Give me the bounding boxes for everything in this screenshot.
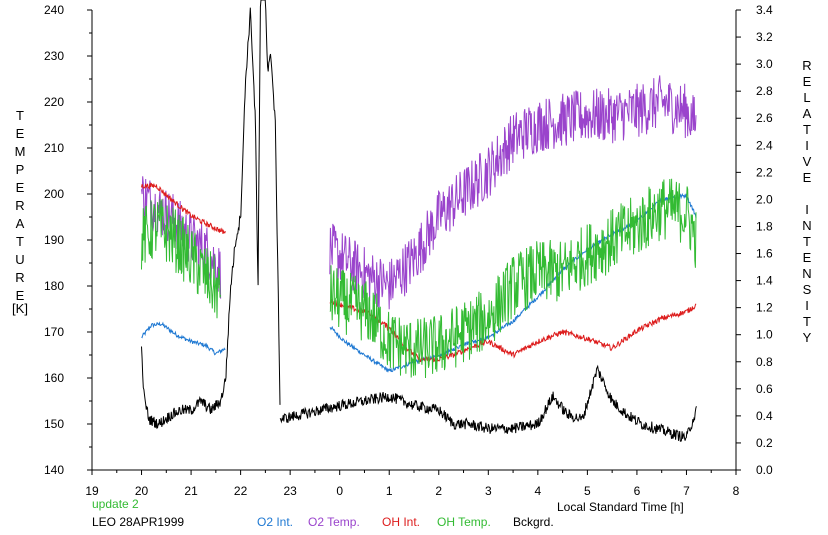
x-tick-label: 22 — [234, 484, 248, 498]
right-label-letter: I — [805, 298, 809, 313]
left-tick-label: 160 — [44, 371, 64, 385]
right-label-letter: E — [803, 170, 812, 185]
x-tick-label: 6 — [634, 484, 641, 498]
x-tick-label: 20 — [135, 484, 149, 498]
right-label-letter: T — [803, 234, 811, 249]
series-layer — [141, 0, 697, 442]
series-line-o2-temp-seg1 — [329, 75, 697, 310]
left-tick-label: 210 — [44, 141, 64, 155]
right-label-letter: I — [805, 202, 809, 217]
left-label-unit: [K] — [12, 301, 28, 316]
legend-o2-temp: O2 Temp. — [308, 515, 360, 529]
right-y-axis: 0.0 0.2 0.4 0.6 0.8 1.0 1.2 1.4 1.6 1.8 2.0 2.2 2.4 2… — [735, 3, 773, 477]
x-tick-label: 1 — [386, 484, 393, 498]
left-label-letter: M — [15, 144, 26, 159]
right-tick-label: 1.8 — [756, 219, 773, 233]
right-tick-label: 2.6 — [756, 111, 773, 125]
x-tick-label: 5 — [584, 484, 591, 498]
right-label-letter: N — [802, 218, 811, 233]
legend-o2-int: O2 Int. — [257, 515, 293, 529]
x-tick-label: 23 — [283, 484, 297, 498]
x-tick-label: 3 — [485, 484, 492, 498]
right-label-letter: V — [803, 154, 812, 169]
right-label-letter: R — [802, 58, 811, 73]
right-tick-label: 0.2 — [756, 436, 773, 450]
left-tick-label: 200 — [44, 187, 64, 201]
right-tick-label: 2.8 — [756, 84, 773, 98]
right-tick-label: 1.6 — [756, 247, 773, 261]
station-date-label: LEO 28APR1999 — [92, 515, 184, 529]
left-tick-label: 240 — [44, 3, 64, 17]
right-tick-label: 2.2 — [756, 165, 773, 179]
series-line-oh-temp-seg1 — [329, 178, 697, 379]
right-tick-label: 0.8 — [756, 355, 773, 369]
right-tick-label: 0.4 — [756, 409, 773, 423]
legend: O2 Int. O2 Temp. OH Int. OH Temp. Bckgrd… — [257, 515, 554, 529]
right-tick-label: 0.0 — [756, 463, 773, 477]
left-label-letter: R — [15, 270, 24, 285]
left-tick-label: 180 — [44, 279, 64, 293]
x-tick-label: 21 — [184, 484, 198, 498]
x-tick-label: 7 — [683, 484, 690, 498]
left-tick-label: 150 — [44, 417, 64, 431]
x-tick-label: 8 — [733, 484, 740, 498]
right-label-letter: I — [805, 138, 809, 153]
right-label-letter: A — [803, 106, 812, 121]
right-tick-label: 1.4 — [756, 274, 773, 288]
right-label-letter: N — [802, 266, 811, 281]
left-label-letter: T — [16, 234, 24, 249]
series-line-bckgrd-seg1 — [279, 364, 697, 442]
left-tick-label: 220 — [44, 95, 64, 109]
right-label-letter: E — [803, 250, 812, 265]
legend-oh-temp: OH Temp. — [437, 515, 491, 529]
right-label-letter: E — [803, 74, 812, 89]
right-label-letter: Y — [803, 330, 812, 345]
x-tick-label: 0 — [336, 484, 343, 498]
right-label-letter: T — [803, 314, 811, 329]
series-line-oh-int-seg0 — [141, 182, 226, 235]
annotation-update: update 2 — [92, 497, 139, 511]
left-label-letter: E — [16, 126, 25, 141]
left-tick-label: 230 — [44, 49, 64, 63]
left-tick-label: 170 — [44, 325, 64, 339]
left-y-axis: 140 150 160 170 180 190 200 210 220 230 240 — [44, 3, 93, 477]
series-line-o2-int-seg0 — [141, 321, 226, 356]
left-tick-label: 190 — [44, 233, 64, 247]
right-label-letter: L — [803, 90, 810, 105]
left-label-letter: U — [15, 252, 24, 267]
left-label-letter: R — [15, 198, 24, 213]
right-label-letter: S — [803, 282, 812, 297]
x-axis-label: Local Standard Time [h] — [557, 500, 684, 514]
series-line-oh-temp-seg0 — [141, 199, 222, 319]
right-label-letter: T — [803, 122, 811, 137]
left-label-letter: E — [16, 288, 25, 303]
right-tick-label: 3.4 — [756, 3, 773, 17]
left-label-letter: E — [16, 180, 25, 195]
right-tick-label: 2.4 — [756, 138, 773, 152]
left-label-letter: T — [16, 108, 24, 123]
x-axis: 19 20 21 22 23 0 1 2 3 4 5 6 7 8 — [85, 469, 740, 498]
right-tick-label: 1.0 — [756, 328, 773, 342]
left-tick-label: 140 — [44, 463, 64, 477]
x-tick-label: 4 — [535, 484, 542, 498]
legend-bckgrd: Bckgrd. — [513, 515, 554, 529]
left-label-letter: A — [16, 216, 25, 231]
right-tick-label: 3.0 — [756, 57, 773, 71]
right-tick-label: 1.2 — [756, 301, 773, 315]
series-line-bckgrd-seg0 — [141, 0, 281, 430]
x-tick-label: 2 — [435, 484, 442, 498]
right-tick-label: 3.2 — [756, 30, 773, 44]
right-tick-label: 2.0 — [756, 192, 773, 206]
x-tick-label: 19 — [85, 484, 99, 498]
right-tick-label: 0.6 — [756, 382, 773, 396]
legend-oh-int: OH Int. — [382, 515, 420, 529]
left-label-letter: P — [16, 162, 25, 177]
